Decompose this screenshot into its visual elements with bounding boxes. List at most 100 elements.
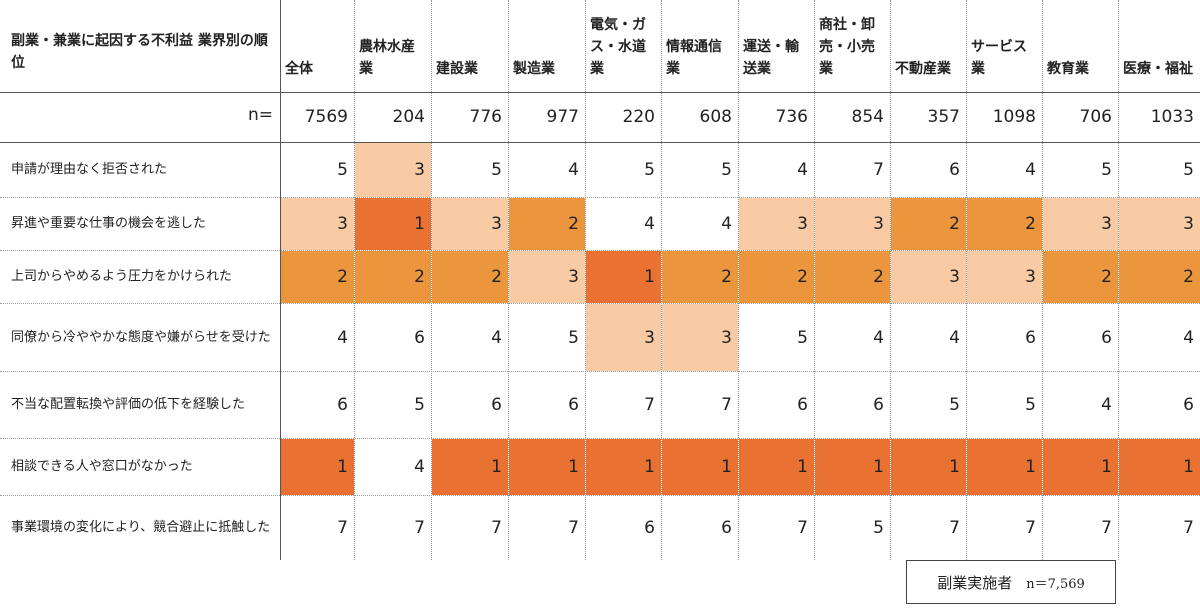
row-label: 相談できる人や窓口がなかった: [11, 459, 193, 474]
column-divider: [966, 0, 967, 560]
rank-cell: 5: [644, 160, 655, 180]
rank-cell: 1: [662, 439, 738, 495]
rank-cell: 5: [568, 327, 579, 348]
rank-cell: 7: [1025, 518, 1036, 538]
rank-cell: 4: [644, 214, 655, 234]
n-value: 357: [927, 107, 960, 127]
rank-cell: 4: [873, 327, 884, 348]
rank-cell: 5: [491, 160, 502, 180]
column-header: 商社・卸売・小売業: [819, 17, 875, 77]
row-divider: [0, 303, 1200, 304]
rank-cell: 3: [739, 198, 814, 250]
rank-cell: 1: [1119, 439, 1200, 495]
rank-cell: 6: [721, 518, 732, 538]
rank-cell: 4: [337, 327, 348, 348]
column-divider: [1118, 0, 1119, 560]
rank-cell: 7: [568, 518, 579, 538]
rank-cell: 3: [432, 198, 508, 250]
rank-cell: 2: [432, 251, 508, 303]
rank-cell: 3: [355, 143, 431, 197]
rank-cell: 6: [644, 518, 655, 538]
n-value: 608: [699, 107, 732, 127]
n-value: 736: [775, 107, 808, 127]
rank-cell: 7: [721, 395, 732, 415]
rank-cell: 6: [1183, 395, 1194, 415]
rank-cell: 2: [739, 251, 814, 303]
column-divider: [354, 0, 355, 560]
rank-cell: 6: [414, 327, 425, 348]
rank-cell: 3: [281, 198, 354, 250]
rank-cell: 5: [1183, 160, 1194, 180]
rank-cell: 4: [1025, 160, 1036, 180]
rank-cell: 3: [1043, 198, 1118, 250]
rank-cell: 1: [815, 439, 890, 495]
rank-cell: 4: [491, 327, 502, 348]
row-divider: [0, 92, 1200, 93]
row-divider: [0, 438, 1200, 439]
column-divider: [585, 0, 586, 560]
column-divider: [661, 0, 662, 560]
rank-cell: 4: [568, 160, 579, 180]
column-header: 電気・ガス・水道業: [590, 17, 646, 77]
n-value: 7569: [304, 107, 348, 127]
rank-cell: 7: [414, 518, 425, 538]
rank-cell: 2: [355, 251, 431, 303]
rank-cell: 3: [1119, 198, 1200, 250]
column-header: 製造業: [513, 61, 555, 77]
row-label: 不当な配置転換や評価の低下を経験した: [11, 397, 246, 412]
row-divider: [0, 371, 1200, 372]
rank-cell: 5: [721, 160, 732, 180]
rank-cell: 1: [509, 439, 585, 495]
sample-note: 副業実施者 n＝7,569: [906, 560, 1116, 604]
rank-cell: 3: [891, 251, 966, 303]
column-header: 建設業: [436, 61, 478, 77]
rank-cell: 2: [281, 251, 354, 303]
row-label: 同僚から冷ややかな態度や嫌がらせを受けた: [11, 329, 271, 345]
column-divider: [508, 0, 509, 560]
row-divider: [0, 197, 1200, 198]
n-value: 776: [469, 107, 502, 127]
n-label: n=: [247, 105, 273, 125]
rank-cell: 4: [1183, 327, 1194, 348]
rank-cell: 4: [1101, 395, 1112, 415]
column-header: 医療・福祉: [1123, 61, 1193, 77]
rank-cell: 6: [1025, 327, 1036, 348]
rank-cell: 6: [797, 395, 808, 415]
n-value: 706: [1079, 107, 1112, 127]
rank-cell: 7: [491, 518, 502, 538]
rank-cell: 3: [815, 198, 890, 250]
rank-cell: 2: [815, 251, 890, 303]
rank-cell: 7: [1101, 518, 1112, 538]
rank-cell: 7: [337, 518, 348, 538]
n-value: 204: [392, 107, 425, 127]
rank-cell: 1: [586, 439, 661, 495]
rank-cell: 1: [967, 439, 1042, 495]
n-value: 1098: [992, 107, 1036, 127]
note-text: 副業実施者: [937, 573, 1013, 592]
rank-cell: 2: [891, 198, 966, 250]
rank-table: 副業・兼業に起因する不利益 業界別の順位 申請が理由なく拒否された 5 3 5 4 5 5 4…: [0, 0, 1200, 560]
rank-cell: 3: [586, 304, 661, 371]
n-value: 1033: [1150, 107, 1194, 127]
row-divider: [0, 495, 1200, 496]
rank-cell: 5: [414, 395, 425, 415]
rank-cell: 7: [873, 160, 884, 180]
rank-cell: 5: [797, 327, 808, 348]
column-divider: [1042, 0, 1043, 560]
rank-cell: 6: [873, 395, 884, 415]
n-value: 977: [546, 107, 579, 127]
column-header: 不動産業: [895, 61, 951, 77]
row-label: 昇進や重要な仕事の機会を逃した: [11, 216, 207, 231]
rank-cell: 6: [491, 395, 502, 415]
rank-cell: 5: [873, 518, 884, 538]
rank-cell: 7: [644, 395, 655, 415]
n-value: 220: [622, 107, 655, 127]
rank-cell: 4: [721, 214, 732, 234]
column-divider: [431, 0, 432, 560]
row-label: 上司からやめるよう圧力をかけられた: [11, 269, 233, 284]
rank-cell: 6: [337, 395, 348, 415]
rank-cell: 5: [1101, 160, 1112, 180]
rank-cell: 7: [949, 518, 960, 538]
column-divider: [738, 0, 739, 560]
column-divider: [890, 0, 891, 560]
